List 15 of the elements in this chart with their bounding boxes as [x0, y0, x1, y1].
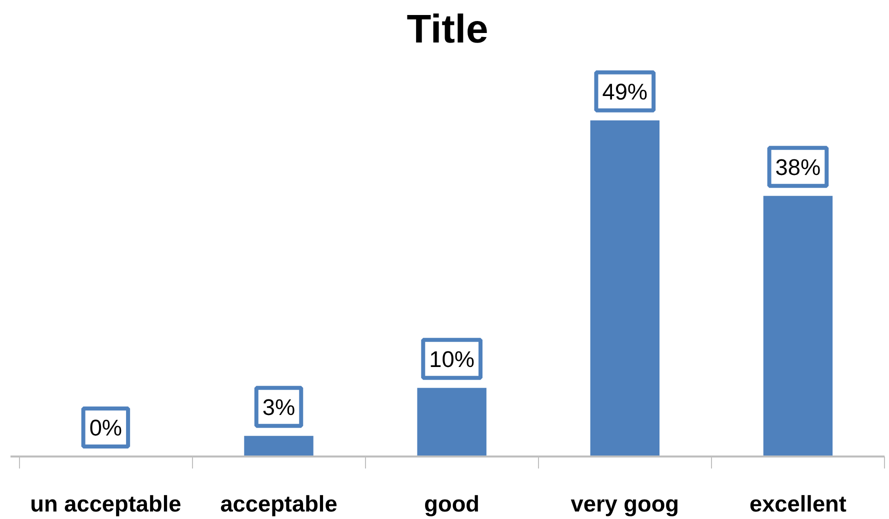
x-tick-label: un acceptable [30, 490, 182, 516]
data-label: 38% [775, 154, 821, 180]
data-label: 49% [602, 78, 648, 104]
bar [590, 120, 660, 456]
bar [763, 196, 833, 456]
x-tick-label: acceptable [220, 490, 338, 516]
x-tick-label: very goog [570, 490, 680, 516]
chart-title: Title [406, 8, 488, 52]
x-tick-label: good [424, 490, 480, 516]
bar [244, 436, 314, 456]
bar [417, 388, 486, 456]
data-label: 10% [429, 346, 475, 372]
data-label: 0% [89, 414, 122, 440]
x-tick-label: excellent [749, 490, 847, 516]
data-label: 3% [262, 394, 296, 420]
